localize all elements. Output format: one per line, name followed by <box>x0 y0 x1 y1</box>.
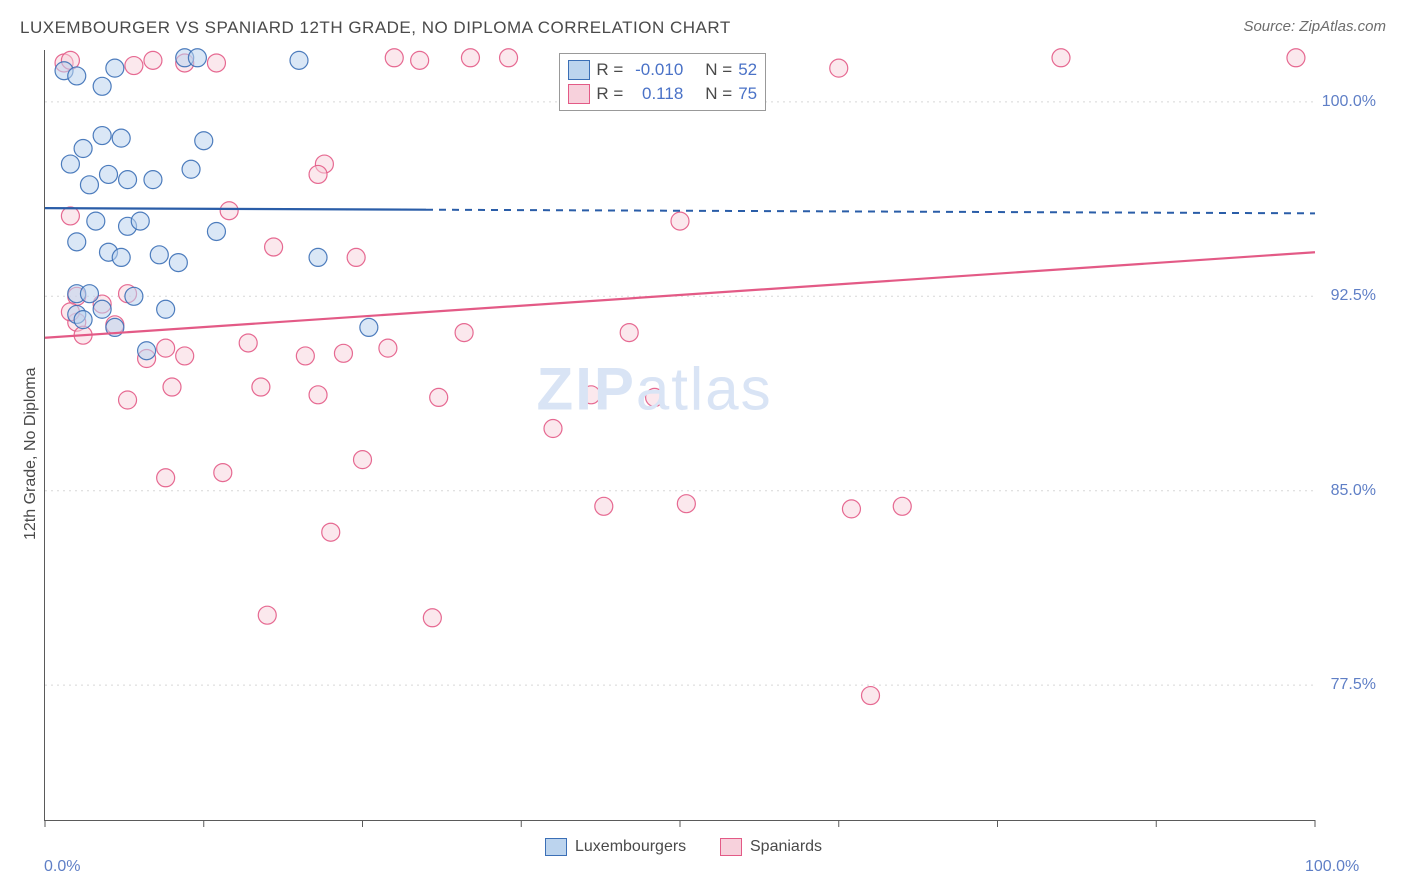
bottom-swatch-spa <box>720 838 742 856</box>
bottom-legend-spa: Spaniards <box>720 838 822 856</box>
y-axis-label: 12th Grade, No Diploma <box>22 367 40 540</box>
legend-row-spa: R = 0.118 N = 75 <box>568 82 757 106</box>
legend-r-label-spa: R = <box>596 82 623 106</box>
y-tick-label: 92.5% <box>1331 287 1376 305</box>
bottom-label-spa: Spaniards <box>750 838 822 856</box>
correlation-legend: R = -0.010 N = 52 R = 0.118 N = 75 <box>559 53 766 111</box>
bottom-label-lux: Luxembourgers <box>575 838 686 856</box>
x-axis-min-label: 0.0% <box>44 858 80 876</box>
y-tick-label: 85.0% <box>1331 482 1376 500</box>
chart-title: LUXEMBOURGER VS SPANIARD 12TH GRADE, NO … <box>20 18 731 38</box>
legend-row-lux: R = -0.010 N = 52 <box>568 58 757 82</box>
legend-n-value-lux: 52 <box>738 58 757 82</box>
legend-swatch-spa <box>568 84 590 104</box>
chart-container: LUXEMBOURGER VS SPANIARD 12TH GRADE, NO … <box>0 0 1406 892</box>
source-credit: Source: ZipAtlas.com <box>1243 18 1386 35</box>
chart-svg <box>45 50 1315 830</box>
legend-r-value-spa: 0.118 <box>629 82 683 106</box>
y-tick-label: 100.0% <box>1322 93 1376 111</box>
x-axis-max-label: 100.0% <box>1305 858 1359 876</box>
bottom-legend-lux: Luxembourgers <box>545 838 686 856</box>
plot-area: ZIPatlas R = -0.010 N = 52 R = 0.118 N =… <box>44 50 1315 821</box>
legend-n-value-spa: 75 <box>738 82 757 106</box>
legend-swatch-lux <box>568 60 590 80</box>
legend-n-label-spa: N = <box>705 82 732 106</box>
bottom-swatch-lux <box>545 838 567 856</box>
y-tick-label: 77.5% <box>1331 676 1376 694</box>
legend-n-label-lux: N = <box>705 58 732 82</box>
legend-r-label-lux: R = <box>596 58 623 82</box>
legend-r-value-lux: -0.010 <box>629 58 683 82</box>
